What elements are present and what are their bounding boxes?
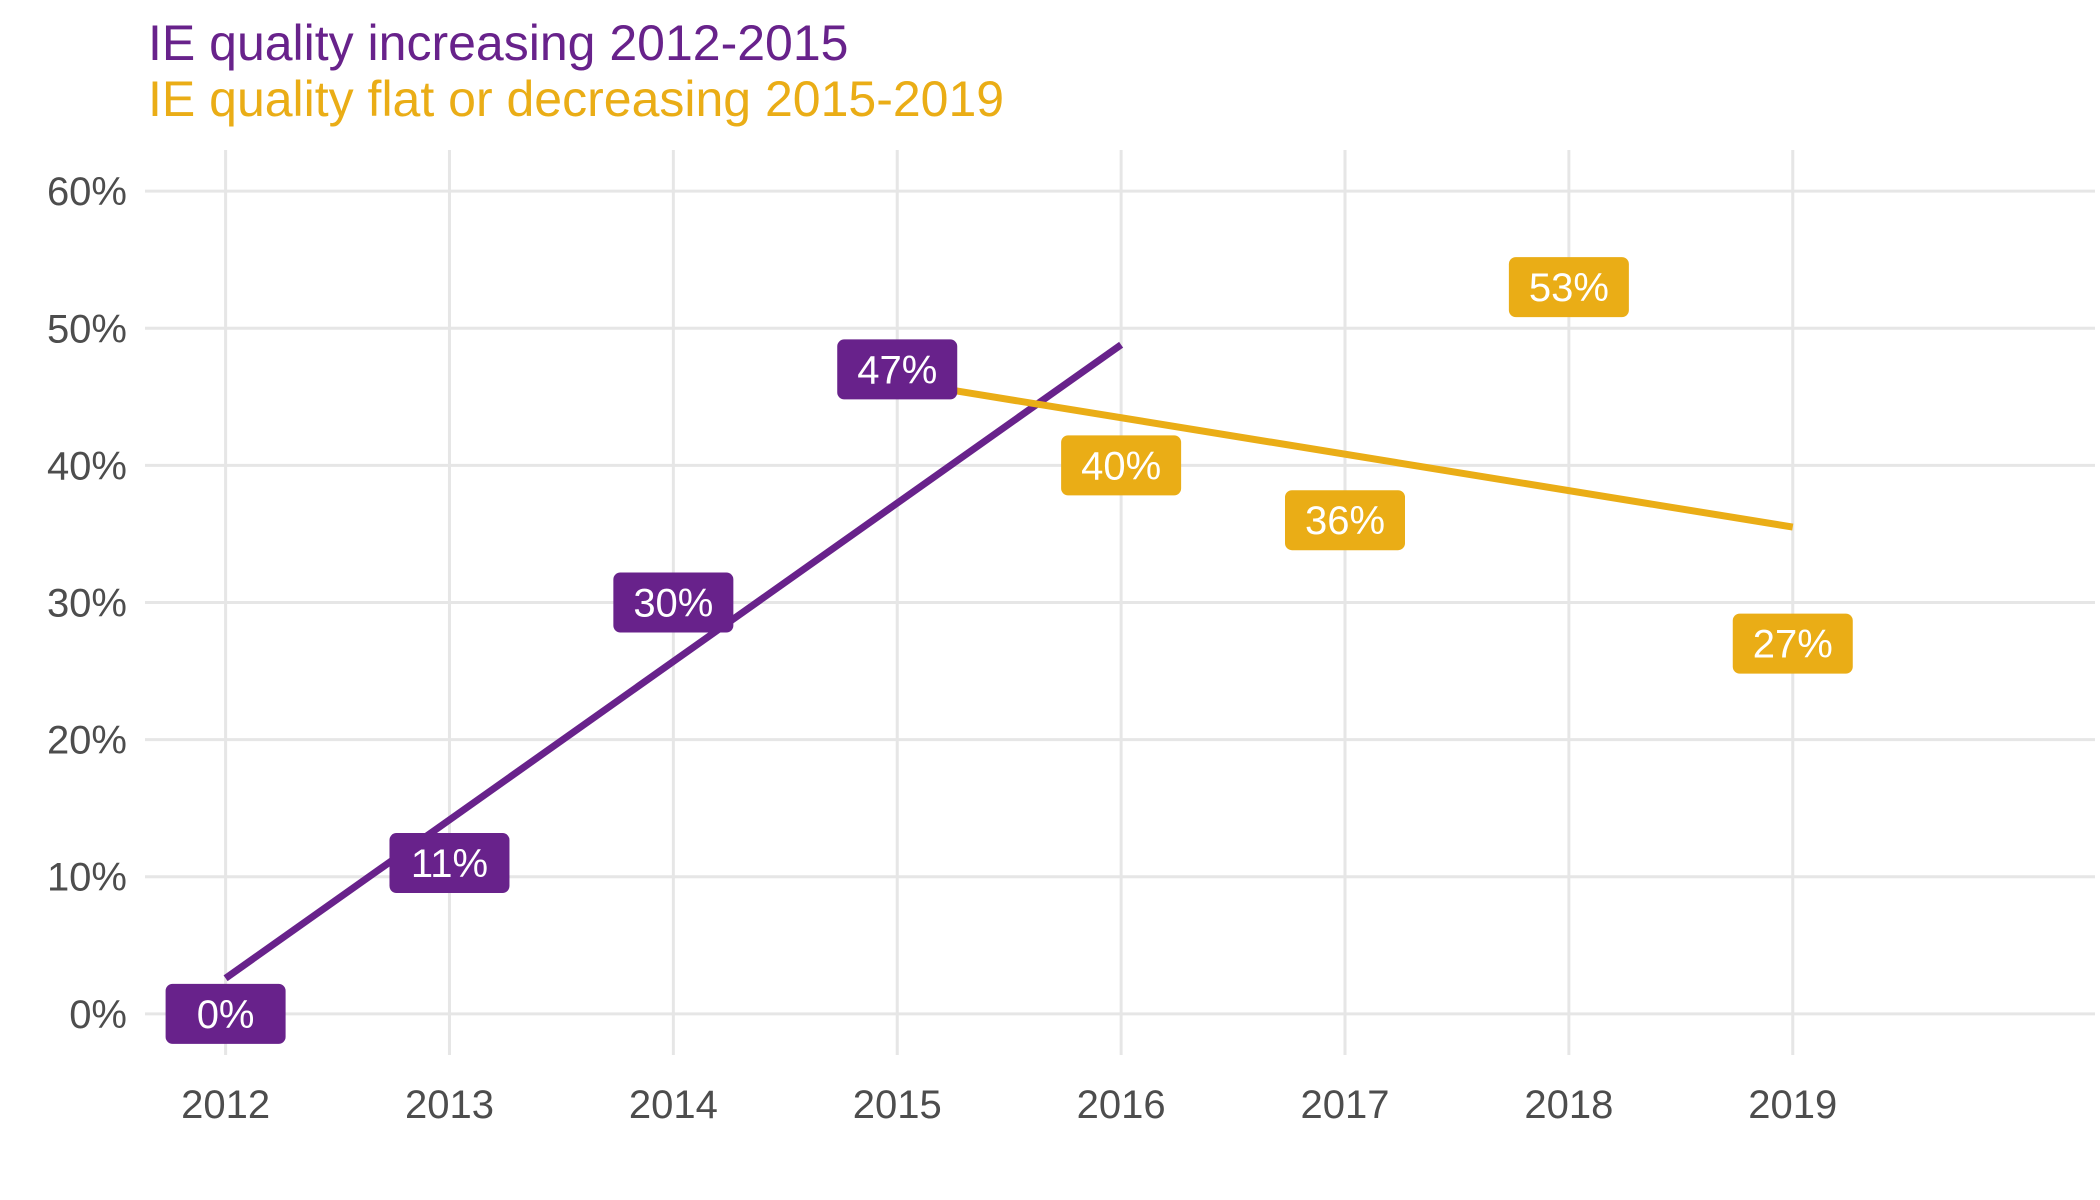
data-label-box	[1285, 490, 1405, 551]
data-label-text: 47%	[857, 348, 937, 392]
chart-title-increasing: IE quality increasing 2012-2015	[148, 15, 849, 71]
y-tick-label: 40%	[47, 444, 127, 488]
y-tick-label: 10%	[47, 856, 127, 900]
data-label-text: 53%	[1529, 266, 1609, 310]
axes: 0% 10% 20% 30% 40% 50% 60% 2012 2013 2014 2015 2016…	[47, 170, 1837, 1127]
data-label: 0%	[165, 983, 286, 1044]
data-label: 30%	[613, 572, 734, 633]
x-tick-label: 2013	[405, 1083, 494, 1127]
y-tick-label: 50%	[47, 307, 127, 351]
x-tick-label: 2012	[181, 1083, 270, 1127]
data-label: 53%	[1508, 257, 1629, 318]
data-label-box	[1732, 613, 1853, 674]
data-label: 27%	[1732, 613, 1853, 674]
x-tick-label: 2018	[1524, 1083, 1613, 1127]
data-label: 36%	[1285, 490, 1405, 551]
x-tick-label: 2017	[1301, 1083, 1390, 1127]
x-tick-label: 2019	[1748, 1083, 1837, 1127]
trend-line-series-1	[223, 341, 1124, 982]
data-label-text: 30%	[633, 582, 713, 626]
data-label-box	[1061, 435, 1182, 496]
chart-title-decreasing: IE quality flat or decreasing 2015-2019	[148, 71, 1005, 127]
data-labels: 0% 11% 30% 47% 40% 36% 53% 27%	[165, 257, 1853, 1044]
y-tick-label: 30%	[47, 582, 127, 626]
data-label: 47%	[837, 339, 958, 400]
data-label-text: 36%	[1305, 499, 1385, 543]
data-label-box	[613, 572, 734, 633]
data-label-text: 27%	[1753, 623, 1833, 667]
y-tick-label: 0%	[69, 993, 127, 1037]
data-label: 40%	[1061, 435, 1182, 496]
data-label-text: 40%	[1081, 444, 1161, 488]
data-label-text: 0%	[197, 993, 255, 1037]
y-tick-label: 60%	[47, 170, 127, 214]
data-label-box	[165, 983, 286, 1044]
data-label-box	[837, 339, 958, 400]
data-label-box	[1508, 257, 1629, 318]
x-tick-label: 2014	[629, 1083, 718, 1127]
x-tick-label: 2016	[1077, 1083, 1166, 1127]
trend-lines	[223, 341, 1794, 982]
x-tick-label: 2015	[853, 1083, 942, 1127]
y-tick-label: 20%	[47, 719, 127, 763]
data-label: 11%	[389, 833, 510, 894]
grid	[145, 150, 2095, 1055]
data-label-text: 11%	[411, 842, 488, 886]
trend-line-series-2	[941, 385, 1794, 531]
data-label-box	[389, 833, 510, 894]
